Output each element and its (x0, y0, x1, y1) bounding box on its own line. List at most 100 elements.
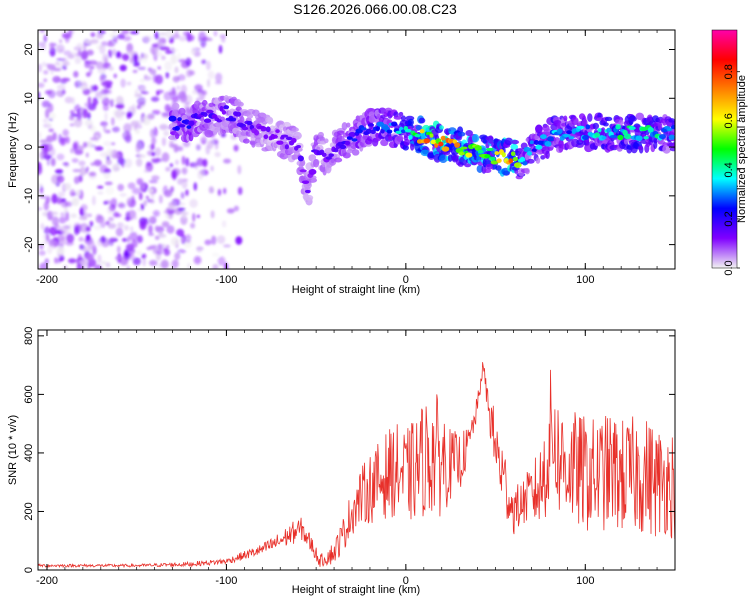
spectrogram-noise-blob (96, 239, 104, 247)
spectrogram-noise-blob (212, 263, 219, 269)
spectrogram-ridge-core (531, 148, 537, 152)
spectrogram-noise-blob (108, 66, 114, 71)
spectrogram-ridge-core (202, 112, 208, 118)
spectrogram-noise-blob (86, 141, 93, 148)
spectrogram-noise-blob (219, 34, 227, 39)
spectrogram-ridge-core (297, 155, 304, 162)
spectrogram-noise-blob (44, 90, 52, 95)
spectrogram-noise-blob (149, 199, 155, 204)
spectrogram-noise-blob (180, 238, 185, 243)
spectrogram-noise-blob (106, 155, 110, 161)
spectrogram-noise-blob (44, 258, 50, 265)
spectrogram-noise-blob (176, 228, 185, 237)
colorbar-tick-label: 0.8 (723, 64, 735, 79)
spectrogram-noise-blob (156, 249, 164, 255)
spectrogram-noise-blob (96, 185, 104, 189)
spectrogram-ridge-halo (587, 113, 593, 122)
spectrogram-noise-blob (130, 31, 139, 35)
spectrogram-noise-blob (193, 256, 202, 265)
spectrogram-noise-blob (185, 157, 190, 167)
spectrogram-noise-blobs (38, 30, 244, 269)
spectrogram-noise-blob (103, 201, 108, 205)
spectrogram-noise-blob (56, 84, 66, 91)
colorbar-tick-label: 0.2 (723, 211, 735, 226)
spectrogram-noise-blob (154, 225, 159, 232)
spectrogram-noise-blob (63, 264, 68, 269)
spectrogram-ridge-core (254, 129, 260, 136)
spectrogram-noise-blob (221, 36, 226, 43)
spectrogram-ridge-halo (418, 117, 426, 124)
spectrogram-noise-blob (115, 95, 124, 105)
spectrogram-ridge-halo (387, 135, 393, 141)
spectrogram-noise-blob (123, 123, 132, 133)
spectrogram-noise-blob (105, 186, 115, 195)
spectrogram-noise-blob (163, 189, 172, 198)
spectrogram-noise-blob (49, 211, 59, 216)
spectrogram-noise-blob (189, 198, 198, 208)
spectrogram-noise-blob (213, 30, 218, 37)
spectrogram-noise-blob (79, 207, 84, 217)
spectrogram-noise-blob (208, 186, 214, 194)
spectrogram-x-tick-label: 0 (403, 274, 409, 286)
spectrogram-noise-blob (150, 96, 160, 102)
spectrogram-noise-blob (179, 93, 188, 103)
spectrogram-noise-blob (85, 253, 94, 262)
spectrogram-noise-blob (165, 71, 170, 79)
spectrogram-ridge-core (526, 151, 533, 156)
spectrogram-ridge-halo (526, 158, 535, 164)
spectrogram-noise-blob (132, 69, 138, 73)
spectrogram-noise-blob (79, 244, 85, 250)
spectrogram-ridge-halo (535, 124, 543, 134)
spectrogram-noise-blob (93, 159, 102, 167)
spectrogram-noise-blob (41, 147, 50, 153)
spectrogram-noise-blob (64, 201, 73, 207)
spectrogram-y-tick-label: -20 (23, 237, 35, 253)
spectrogram-noise-blob (143, 199, 147, 207)
spectrogram-noise-blob (196, 157, 204, 167)
spectrogram-noise-blob (122, 35, 132, 42)
spectrogram-noise-blob (39, 185, 44, 194)
spectrogram-noise-blob (187, 262, 191, 269)
spectrogram-noise-blob (53, 257, 59, 264)
spectrogram-noise-blob (100, 88, 110, 95)
spectrogram-ridge-halo (403, 138, 411, 147)
spectrogram-noise-blob (117, 157, 126, 166)
spectrogram-noise-blob (169, 139, 174, 148)
spectrogram-noise-blob (172, 174, 177, 181)
spectrogram-noise-blob (154, 31, 160, 40)
spectrogram-ridge-core (414, 134, 421, 138)
spectrogram-noise-blob (161, 55, 166, 61)
spectrogram-ridge-halo (409, 142, 415, 151)
spectrogram-noise-blob (60, 140, 66, 146)
spectrogram-ridge-core (597, 128, 602, 133)
spectrogram-y-ticks: -20 -10 0 10 20 (23, 43, 675, 253)
spectrogram-noise-blob (126, 235, 131, 243)
spectrogram-noise-blob (54, 61, 60, 66)
spectrogram-noise-blob (152, 73, 158, 83)
spectrogram-noise-blob (46, 245, 53, 255)
spectrogram-noise-blob (138, 154, 146, 158)
spectrogram-noise-blob (201, 59, 207, 65)
spectrogram-noise-blob (75, 189, 81, 196)
spectrogram-noise-blob (170, 95, 180, 102)
spectrogram-noise-blob (206, 37, 213, 42)
spectrogram-noise-blob (67, 53, 75, 59)
spectrogram-ridge-core (501, 152, 506, 158)
spectrogram-noise-blob (124, 158, 133, 168)
spectrogram-ridge-halo (637, 146, 643, 151)
spectrogram-noise-blob (50, 112, 56, 120)
spectrogram-noise-blob (45, 233, 50, 242)
spectrogram-noise-blob (233, 144, 239, 152)
spectrogram-ridge-core (544, 141, 552, 147)
spectrogram-ridge-halo (396, 135, 404, 143)
spectrogram-noise-blob (153, 126, 158, 137)
spectrogram-noise-blob (182, 211, 190, 215)
spectrogram-noise-blob (165, 244, 170, 249)
spectrogram-ridge-halo (543, 128, 553, 136)
spectrogram-noise-blob (40, 222, 45, 230)
spectrogram-noise-blob (214, 81, 223, 85)
spectrogram-ridge-core (512, 156, 519, 162)
spectrogram-ridge-core (522, 160, 528, 166)
spectrogram-ridge-core (339, 144, 347, 150)
spectrogram-ridge-halo (402, 145, 409, 151)
